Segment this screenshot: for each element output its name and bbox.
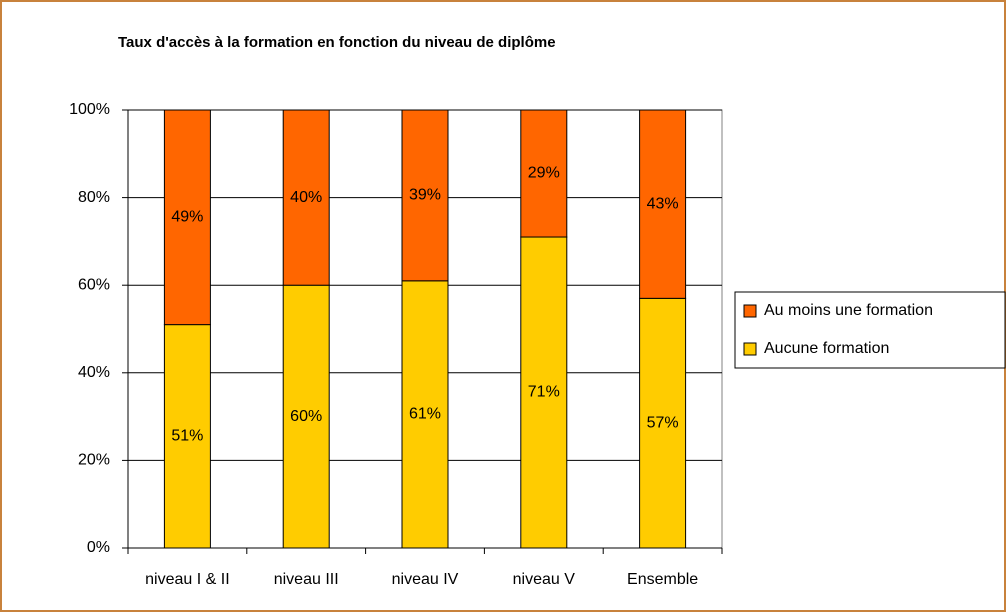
x-tick-label: Ensemble (627, 571, 698, 588)
bar-segment (401, 280, 449, 549)
y-tick-label: 60% (78, 276, 110, 293)
legend-box (734, 291, 1006, 369)
data-label: 57% (647, 414, 679, 431)
bar-segment (639, 297, 687, 549)
y-tick-label: 0% (87, 539, 110, 556)
data-label: 40% (290, 189, 322, 206)
bar-segment (163, 324, 211, 549)
x-tick-label: niveau I & II (145, 571, 230, 588)
y-tick-label: 100% (69, 101, 110, 118)
bar-segment (401, 109, 449, 282)
legend-label: Au moins une formation (764, 302, 933, 319)
y-tick-label: 20% (78, 452, 110, 469)
data-label: 71% (528, 384, 560, 401)
bar-segment (520, 236, 568, 549)
y-tick-label: 40% (78, 364, 110, 381)
x-tick-label: niveau V (513, 571, 576, 588)
chart-title: Taux d'accès à la formation en fonction … (118, 34, 556, 51)
bar-segment (282, 109, 330, 286)
data-label: 61% (409, 406, 441, 423)
y-tick-label: 80% (78, 189, 110, 206)
data-label: 60% (290, 408, 322, 425)
bar-segment (520, 109, 568, 238)
legend-swatch (743, 304, 757, 318)
data-label: 49% (171, 209, 203, 226)
data-label: 51% (171, 428, 203, 445)
bar-segment (639, 109, 687, 299)
data-label: 29% (528, 165, 560, 182)
bar-segment (163, 109, 211, 326)
data-label: 43% (647, 195, 679, 212)
x-tick-label: niveau III (274, 571, 339, 588)
bar-segment (282, 284, 330, 549)
x-tick-label: niveau IV (392, 571, 459, 588)
data-label: 39% (409, 187, 441, 204)
legend-label: Aucune formation (764, 340, 889, 357)
legend-swatch (743, 342, 757, 356)
